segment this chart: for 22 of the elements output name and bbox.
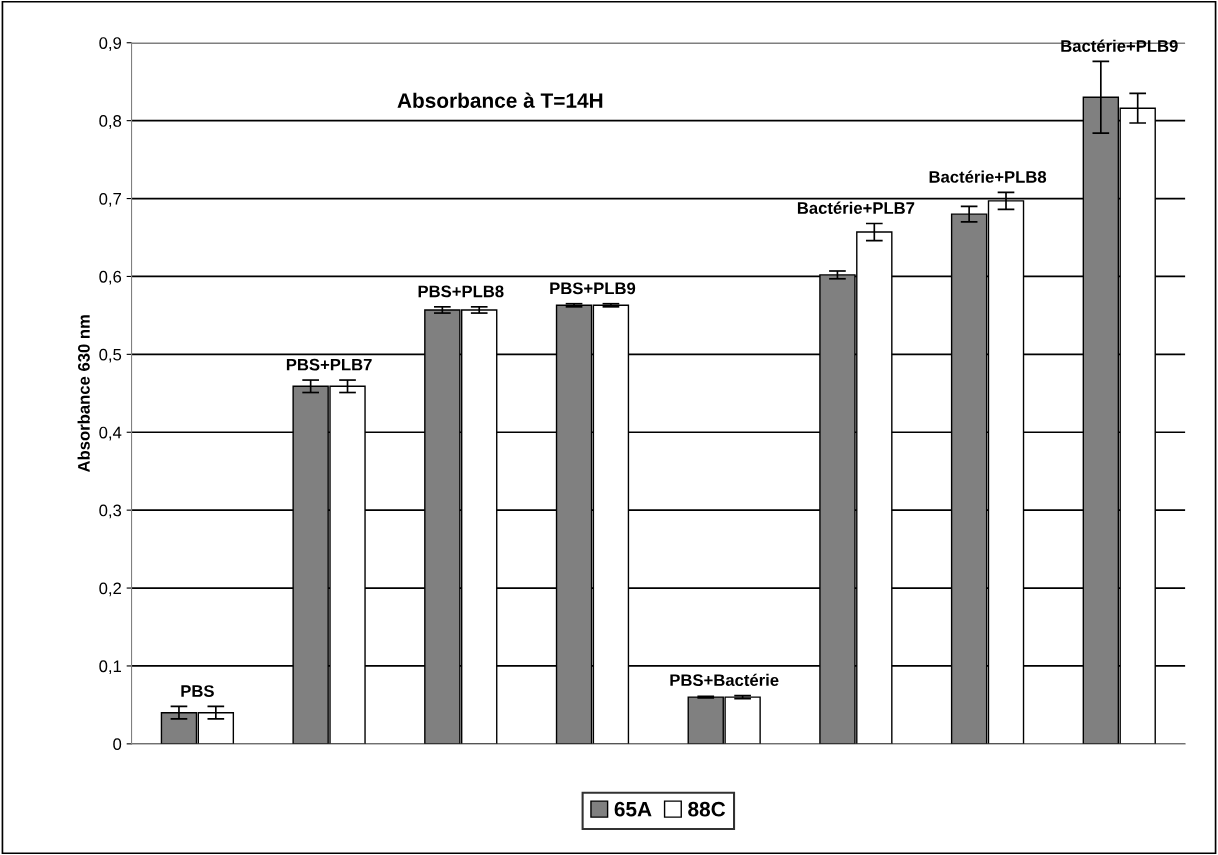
y-tick-label: 0,2 xyxy=(99,582,121,597)
x-tick-label: PBS+PLB7 xyxy=(286,358,372,371)
x-tick-label: PBS xyxy=(181,685,214,697)
y-tick-label: 0,6 xyxy=(99,270,122,285)
y-tick-label: 0,8 xyxy=(99,115,122,129)
legend-label: 65A xyxy=(614,801,652,817)
x-tick-label: Bactérie+PLB8 xyxy=(929,170,1047,183)
legend-label: 88C xyxy=(688,801,726,817)
x-tick-label: PBS+Bactérie xyxy=(670,673,779,687)
y-tick-label: 0,7 xyxy=(99,192,121,207)
x-tick-label: PBS+PLB8 xyxy=(418,285,504,298)
y-tick-label: 0,5 xyxy=(99,348,122,363)
y-axis-title: Absorbance 630 nm xyxy=(77,315,90,473)
y-tick-label: 0,1 xyxy=(99,660,122,675)
y-tick-label: 0,4 xyxy=(99,426,122,441)
x-tick-label: Bactérie+PLB7 xyxy=(797,201,915,214)
x-tick-label: Bactérie+PLB9 xyxy=(1061,39,1178,52)
y-tick-label: 0,3 xyxy=(99,504,122,519)
y-tick-label: 0,9 xyxy=(99,37,122,51)
y-tick-label: 0 xyxy=(113,738,122,751)
text: Absorbance à T=14H xyxy=(397,92,603,108)
x-tick-label: PBS+PLB9 xyxy=(550,282,636,295)
